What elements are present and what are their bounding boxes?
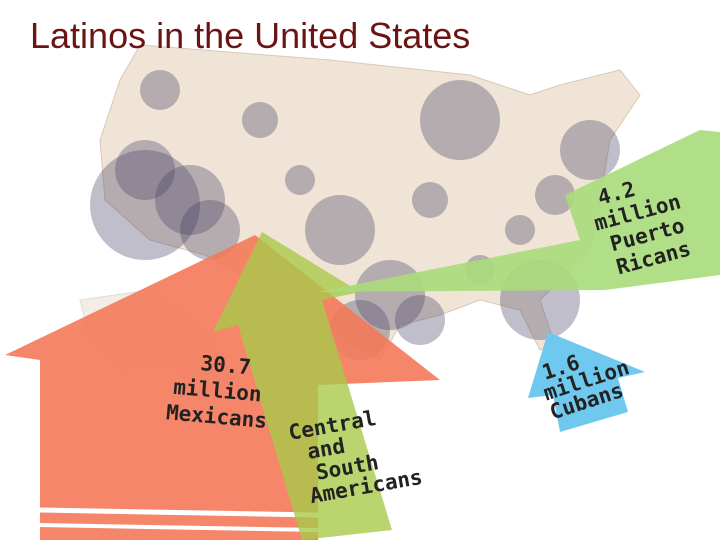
arrow-central-south <box>213 232 392 540</box>
arrow-label: 30.7 <box>200 351 252 379</box>
arrow-cuba <box>528 332 645 432</box>
stripe <box>39 507 319 518</box>
arrow-puerto-rico <box>318 130 720 292</box>
arrow-mexicans <box>5 235 440 540</box>
stripe <box>39 523 319 532</box>
title: Latinos in the United States <box>30 15 470 56</box>
